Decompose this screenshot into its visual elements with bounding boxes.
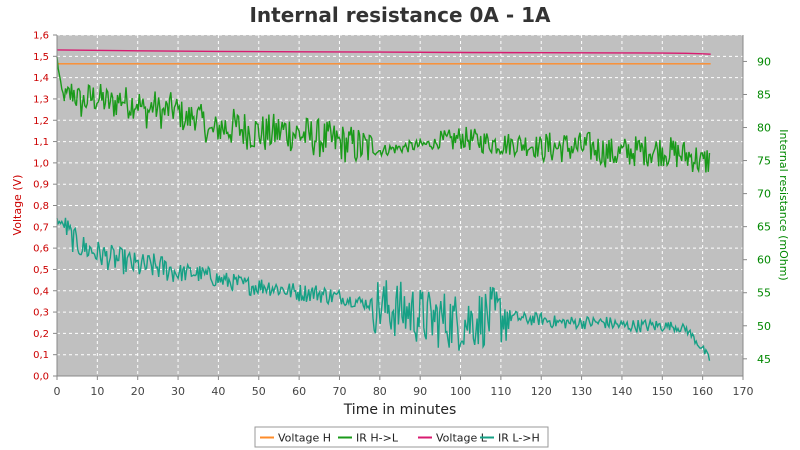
y-right-tick-label: 75 <box>757 155 771 168</box>
y-right-tick-label: 65 <box>757 221 771 234</box>
y-left-tick-label: 1,4 <box>33 73 49 84</box>
y-left-tick-label: 1,0 <box>33 158 49 169</box>
legend: Voltage H IR H->L Voltage L IR L->H <box>254 426 549 448</box>
y-left-tick-label: 0,4 <box>33 286 49 297</box>
y-right-ticks: 45 50 55 60 65 70 75 80 85 90 <box>743 55 771 366</box>
y-left-tick-label: 1,1 <box>33 137 49 148</box>
x-tick-label: 70 <box>332 385 346 398</box>
x-tick-label: 20 <box>131 385 145 398</box>
x-tick-label: 100 <box>450 385 471 398</box>
grid <box>56 34 744 377</box>
y-right-tick-label: 60 <box>757 254 771 267</box>
y-left-ticks: 0,0 0,1 0,2 0,3 0,4 0,5 0,6 0,7 0,8 0,9 1,0 1,1 1,2 1… <box>33 31 57 383</box>
y-right-tick-label: 50 <box>757 320 771 333</box>
y-left-tick-label: 0,9 <box>33 180 49 191</box>
y-left-tick-label: 1,3 <box>33 94 49 105</box>
y-left-tick-label: 1,2 <box>33 116 49 127</box>
x-tick-label: 10 <box>90 385 104 398</box>
y-right-tick-label: 70 <box>757 188 771 201</box>
y-right-tick-label: 45 <box>757 353 771 366</box>
x-axis-label: Time in minutes <box>343 402 457 418</box>
y-left-tick-label: 0,3 <box>33 308 49 319</box>
x-tick-label: 170 <box>733 385 754 398</box>
x-tick-label: 40 <box>211 385 225 398</box>
legend-label: IR L->H <box>498 432 540 445</box>
x-tick-label: 0 <box>54 385 61 398</box>
x-tick-label: 30 <box>171 385 185 398</box>
y-left-tick-label: 0,0 <box>33 372 49 383</box>
y-left-tick-label: 1,5 <box>33 52 49 63</box>
y-left-axis-label: Voltage (V) <box>11 175 24 236</box>
x-tick-label: 120 <box>531 385 552 398</box>
legend-label: Voltage H <box>278 432 331 445</box>
y-right-tick-label: 85 <box>757 88 771 101</box>
x-tick-label: 50 <box>252 385 266 398</box>
y-left-tick-label: 0,1 <box>33 350 49 361</box>
series-layer <box>56 49 711 361</box>
x-tick-label: 60 <box>292 385 306 398</box>
x-tick-label: 130 <box>571 385 592 398</box>
y-left-tick-label: 1,6 <box>33 31 49 42</box>
x-tick-label: 160 <box>692 385 713 398</box>
y-right-tick-label: 90 <box>757 55 771 68</box>
legend-label: Voltage L <box>436 432 488 445</box>
x-ticks: 0 10 20 30 40 50 60 70 80 90 100 110 120 130 140 150 160… <box>54 376 754 398</box>
y-left-tick-label: 0,6 <box>33 244 49 255</box>
y-left-tick-label: 0,2 <box>33 329 49 340</box>
x-tick-label: 110 <box>490 385 511 398</box>
series-line-ir-l-h <box>56 217 711 361</box>
y-left-tick-label: 0,7 <box>33 222 49 233</box>
y-right-tick-label: 55 <box>757 287 771 300</box>
series-line-ir-h-l <box>56 56 711 174</box>
y-left-tick-label: 0,5 <box>33 265 49 276</box>
x-tick-label: 140 <box>611 385 632 398</box>
x-tick-label: 90 <box>413 385 427 398</box>
y-right-tick-label: 80 <box>757 122 771 135</box>
y-right-axis-label: Internal resistance (mOhm) <box>777 129 790 280</box>
legend-box <box>254 426 549 448</box>
y-left-tick-label: 0,8 <box>33 201 49 212</box>
legend-label: IR H->L <box>356 432 399 445</box>
x-tick-label: 80 <box>373 385 387 398</box>
chart-title: Internal resistance 0A - 1A <box>249 3 551 27</box>
series-line-voltage-l <box>56 49 711 55</box>
x-tick-label: 150 <box>652 385 673 398</box>
